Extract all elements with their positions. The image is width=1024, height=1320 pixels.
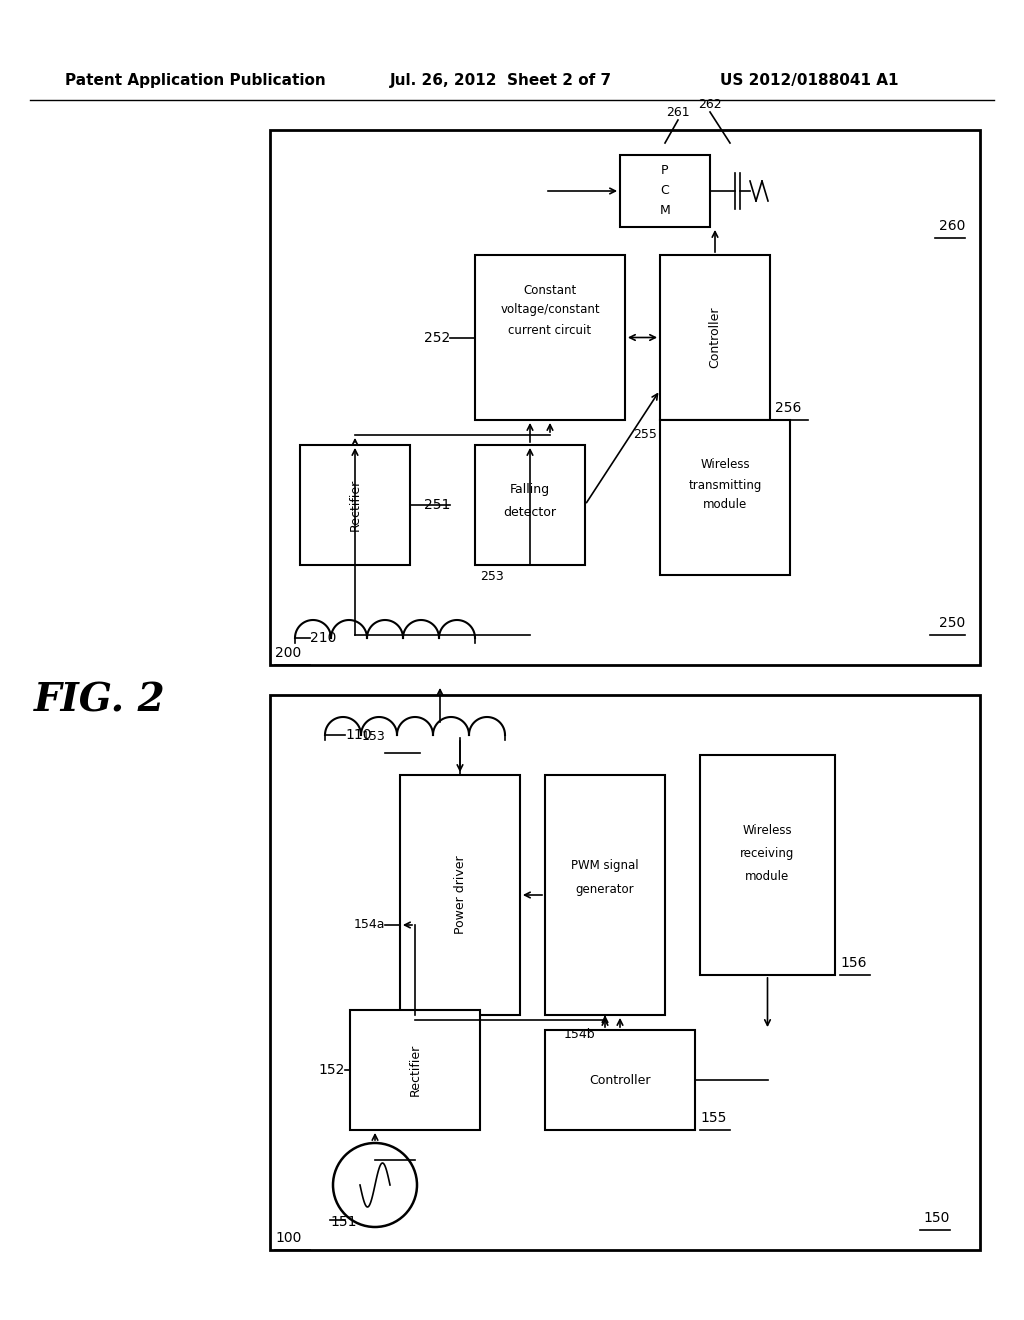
Bar <box>390 755 700 1035</box>
Bar <box>270 129 980 665</box>
Text: receiving: receiving <box>740 846 795 859</box>
Bar <box>545 775 665 1015</box>
Text: 150: 150 <box>924 1210 950 1225</box>
Text: M: M <box>659 205 671 218</box>
Text: 210: 210 <box>310 631 336 645</box>
Text: 260: 260 <box>939 219 965 234</box>
Bar <box>475 445 585 565</box>
Text: 255: 255 <box>633 429 657 441</box>
Text: Constant: Constant <box>523 284 577 297</box>
Text: 156: 156 <box>840 956 866 970</box>
Text: Wireless: Wireless <box>700 458 750 471</box>
Text: PWM signal: PWM signal <box>571 858 639 871</box>
Text: Power driver: Power driver <box>454 855 467 935</box>
Text: Wireless: Wireless <box>742 824 793 837</box>
Text: 200: 200 <box>275 645 301 660</box>
Text: Rectifier: Rectifier <box>348 479 361 531</box>
Text: Controller: Controller <box>589 1073 650 1086</box>
Bar <box>545 1030 695 1130</box>
Text: P: P <box>662 165 669 177</box>
Text: 100: 100 <box>275 1232 301 1245</box>
Text: 256: 256 <box>775 401 802 414</box>
Text: Controller: Controller <box>709 306 722 368</box>
Text: 152: 152 <box>318 1063 345 1077</box>
Bar <box>660 420 790 576</box>
Bar <box>700 755 835 975</box>
Text: 151: 151 <box>330 1214 356 1229</box>
Bar <box>660 255 770 420</box>
Bar <box>270 696 980 1250</box>
Bar <box>525 143 970 238</box>
Text: 155: 155 <box>700 1111 726 1125</box>
Text: generator: generator <box>575 883 634 896</box>
Text: Jul. 26, 2012  Sheet 2 of 7: Jul. 26, 2012 Sheet 2 of 7 <box>390 73 612 87</box>
Bar <box>300 445 410 565</box>
Text: voltage/constant: voltage/constant <box>500 304 600 317</box>
Text: 110: 110 <box>345 729 372 742</box>
Bar <box>620 154 710 227</box>
Text: module: module <box>745 870 790 883</box>
Text: current circuit: current circuit <box>509 323 592 337</box>
Bar <box>400 775 520 1015</box>
Text: 261: 261 <box>667 107 690 120</box>
Text: Patent Application Publication: Patent Application Publication <box>65 73 326 87</box>
Text: 262: 262 <box>698 99 722 111</box>
Bar <box>475 255 625 420</box>
Bar <box>350 900 955 1230</box>
Bar <box>455 235 970 635</box>
Text: 251: 251 <box>424 498 450 512</box>
Text: 250: 250 <box>939 616 965 630</box>
Text: C: C <box>660 185 670 198</box>
Text: detector: detector <box>504 507 556 520</box>
Text: 154b: 154b <box>563 1028 595 1041</box>
Text: transmitting: transmitting <box>688 479 762 491</box>
Text: 154a: 154a <box>353 919 385 932</box>
Text: US 2012/0188041 A1: US 2012/0188041 A1 <box>720 73 898 87</box>
Text: Falling: Falling <box>510 483 550 496</box>
Text: 252: 252 <box>424 330 450 345</box>
Text: module: module <box>702 499 748 511</box>
Text: 253: 253 <box>480 570 504 583</box>
Text: FIG. 2: FIG. 2 <box>34 681 166 719</box>
Text: 153: 153 <box>361 730 385 743</box>
Text: Rectifier: Rectifier <box>409 1044 422 1096</box>
Bar <box>350 1010 480 1130</box>
